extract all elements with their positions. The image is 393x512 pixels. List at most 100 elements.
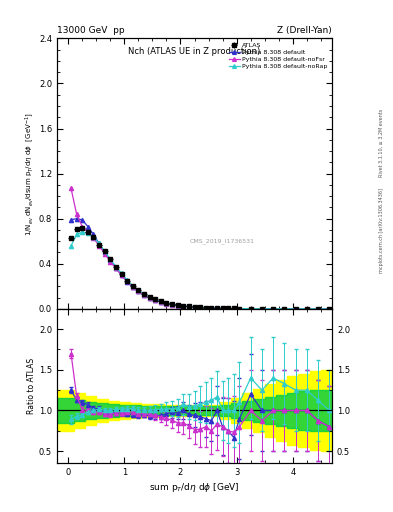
Pythia 8.308 default-noRap [86, 230, 90, 237]
Pythia 8.308 default [170, 301, 174, 307]
Pythia 8.308 default-noRap [136, 287, 141, 293]
Pythia 8.308 default-noRap [259, 306, 264, 312]
Pythia 8.308 default-noRap [293, 306, 298, 312]
Pythia 8.308 default-noFsr [192, 304, 197, 310]
Pythia 8.308 default [102, 249, 107, 255]
Pythia 8.308 default-noFsr [187, 304, 191, 310]
Y-axis label: 1/N$_{ev}$ dN$_{ev}$/dsum p$_T$/d$\eta$ d$\phi$  [GeV$^{-1}$]: 1/N$_{ev}$ dN$_{ev}$/dsum p$_T$/d$\eta$ … [23, 112, 36, 236]
Pythia 8.308 default [147, 295, 152, 301]
Pythia 8.308 default-noRap [119, 270, 124, 276]
Legend: ATLAS, Pythia 8.308 default, Pythia 8.308 default-noFsr, Pythia 8.308 default-no: ATLAS, Pythia 8.308 default, Pythia 8.30… [227, 41, 329, 70]
Pythia 8.308 default [97, 241, 101, 247]
Pythia 8.308 default [198, 305, 202, 311]
Pythia 8.308 default-noFsr [102, 250, 107, 257]
Pythia 8.308 default-noFsr [198, 305, 202, 311]
Pythia 8.308 default [305, 306, 309, 312]
Pythia 8.308 default [248, 306, 253, 312]
Pythia 8.308 default [130, 284, 135, 290]
Pythia 8.308 default-noRap [153, 296, 158, 303]
X-axis label: sum p$_T$/d$\eta$ d$\phi$ [GeV]: sum p$_T$/d$\eta$ d$\phi$ [GeV] [149, 481, 240, 495]
Pythia 8.308 default-noRap [80, 229, 84, 236]
Text: Nch (ATLAS UE in Z production): Nch (ATLAS UE in Z production) [129, 47, 261, 55]
Pythia 8.308 default-noRap [248, 306, 253, 312]
Pythia 8.308 default-noFsr [153, 297, 158, 303]
Pythia 8.308 default-noFsr [237, 306, 242, 312]
Pythia 8.308 default-noRap [237, 306, 242, 312]
Text: Rivet 3.1.10, ≥ 3.2M events: Rivet 3.1.10, ≥ 3.2M events [379, 109, 384, 178]
Pythia 8.308 default-noRap [69, 243, 73, 249]
Pythia 8.308 default-noFsr [316, 306, 320, 312]
Pythia 8.308 default-noFsr [293, 306, 298, 312]
Text: 13000 GeV  pp: 13000 GeV pp [57, 26, 125, 35]
Pythia 8.308 default-noRap [175, 302, 180, 308]
Pythia 8.308 default-noRap [316, 306, 320, 312]
Pythia 8.308 default-noFsr [130, 284, 135, 290]
Pythia 8.308 default [153, 297, 158, 303]
Pythia 8.308 default [220, 305, 225, 311]
Pythia 8.308 default [327, 306, 332, 312]
Pythia 8.308 default-noRap [97, 241, 101, 247]
Pythia 8.308 default [164, 300, 169, 306]
Pythia 8.308 default [91, 231, 96, 238]
Pythia 8.308 default-noRap [147, 294, 152, 300]
Pythia 8.308 default-noFsr [327, 306, 332, 312]
Pythia 8.308 default-noRap [102, 248, 107, 254]
Pythia 8.308 default-noRap [204, 305, 208, 311]
Line: Pythia 8.308 default-noFsr: Pythia 8.308 default-noFsr [69, 186, 331, 311]
Pythia 8.308 default-noFsr [119, 272, 124, 278]
Pythia 8.308 default [282, 306, 287, 312]
Pythia 8.308 default [125, 279, 130, 285]
Pythia 8.308 default-noFsr [271, 306, 275, 312]
Pythia 8.308 default-noFsr [114, 265, 118, 271]
Pythia 8.308 default-noRap [226, 305, 231, 311]
Pythia 8.308 default-noRap [220, 305, 225, 311]
Pythia 8.308 default-noRap [114, 264, 118, 270]
Pythia 8.308 default-noFsr [259, 306, 264, 312]
Pythia 8.308 default-noRap [125, 277, 130, 283]
Pythia 8.308 default-noFsr [108, 259, 113, 265]
Pythia 8.308 default-noFsr [97, 243, 101, 249]
Pythia 8.308 default-noFsr [215, 305, 219, 311]
Pythia 8.308 default-noFsr [141, 291, 146, 297]
Pythia 8.308 default-noFsr [170, 302, 174, 308]
Pythia 8.308 default [209, 305, 214, 311]
Pythia 8.308 default [181, 303, 185, 309]
Pythia 8.308 default [108, 258, 113, 264]
Pythia 8.308 default [175, 302, 180, 308]
Pythia 8.308 default [158, 299, 163, 305]
Pythia 8.308 default-noRap [141, 291, 146, 297]
Pythia 8.308 default-noRap [231, 306, 236, 312]
Pythia 8.308 default-noRap [74, 231, 79, 238]
Pythia 8.308 default [80, 217, 84, 223]
Pythia 8.308 default [69, 217, 73, 223]
Pythia 8.308 default-noFsr [136, 288, 141, 294]
Pythia 8.308 default-noFsr [181, 303, 185, 309]
Pythia 8.308 default-noFsr [125, 278, 130, 284]
Text: mcplots.cern.ch [arXiv:1306.3436]: mcplots.cern.ch [arXiv:1306.3436] [379, 188, 384, 273]
Pythia 8.308 default-noRap [198, 304, 202, 310]
Pythia 8.308 default-noRap [187, 303, 191, 309]
Pythia 8.308 default-noRap [130, 283, 135, 289]
Pythia 8.308 default-noRap [282, 306, 287, 312]
Pythia 8.308 default-noFsr [204, 305, 208, 311]
Pythia 8.308 default-noFsr [231, 306, 236, 312]
Pythia 8.308 default [114, 265, 118, 271]
Pythia 8.308 default-noFsr [80, 224, 84, 230]
Pythia 8.308 default [316, 306, 320, 312]
Pythia 8.308 default-noRap [327, 306, 332, 312]
Pythia 8.308 default [141, 292, 146, 298]
Pythia 8.308 default-noFsr [220, 305, 225, 311]
Pythia 8.308 default-noFsr [248, 306, 253, 312]
Pythia 8.308 default-noFsr [86, 229, 90, 236]
Pythia 8.308 default-noFsr [226, 306, 231, 312]
Pythia 8.308 default-noRap [108, 256, 113, 262]
Pythia 8.308 default-noFsr [209, 305, 214, 311]
Pythia 8.308 default-noFsr [175, 303, 180, 309]
Pythia 8.308 default-noFsr [164, 301, 169, 307]
Pythia 8.308 default [204, 305, 208, 311]
Pythia 8.308 default-noFsr [282, 306, 287, 312]
Pythia 8.308 default-noRap [192, 304, 197, 310]
Pythia 8.308 default-noFsr [147, 294, 152, 301]
Pythia 8.308 default-noRap [164, 300, 169, 306]
Pythia 8.308 default [215, 305, 219, 311]
